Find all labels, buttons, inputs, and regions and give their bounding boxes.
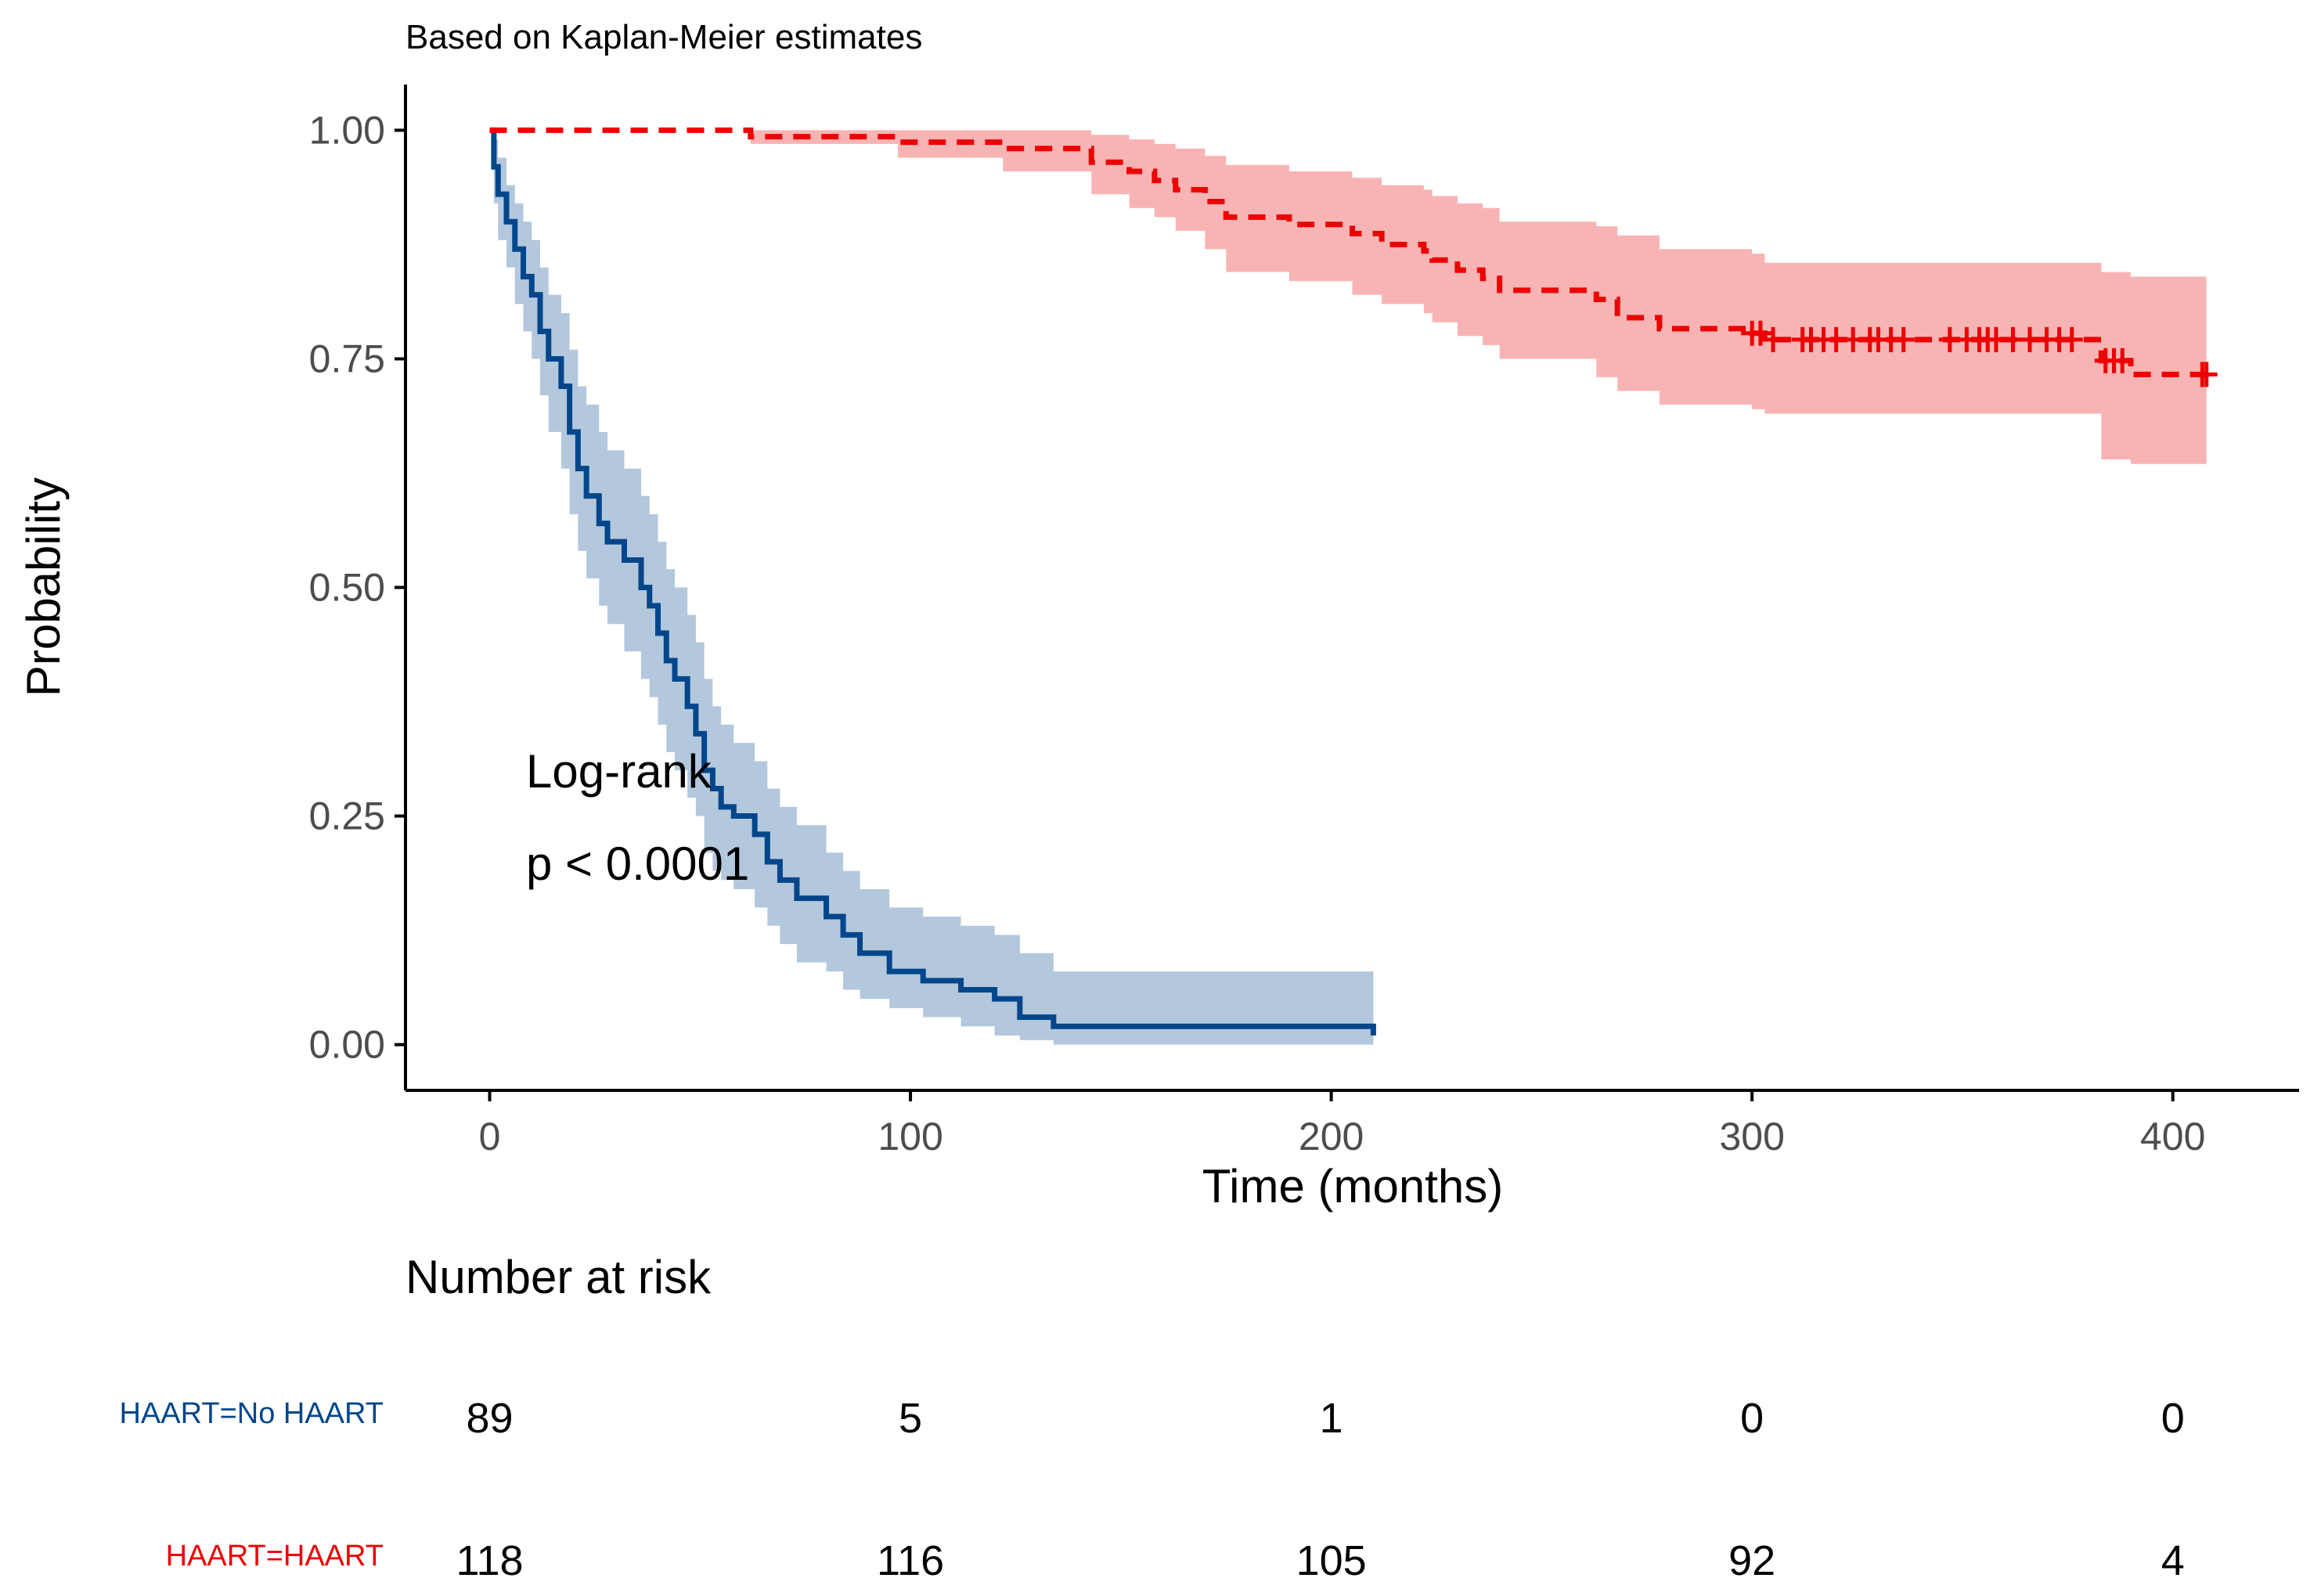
confidence-band-haart-no-haart — [489, 130, 1374, 1045]
risk-value: 1 — [1320, 1395, 1343, 1442]
censor-mark — [2060, 326, 2083, 352]
risk-value: 5 — [899, 1395, 922, 1442]
y-tick-label: 0.00 — [309, 1023, 385, 1067]
risk-value: 0 — [2161, 1395, 2185, 1442]
risk-value: 116 — [877, 1537, 944, 1584]
y-tick-label: 0.25 — [309, 794, 385, 838]
censor-mark — [2195, 362, 2218, 387]
x-tick-label: 0 — [479, 1115, 501, 1158]
confidence-band-haart-haart — [489, 130, 2207, 464]
risk-value: 0 — [1740, 1395, 1764, 1442]
logrank-label: Log-rank — [526, 745, 712, 798]
censor-mark — [1749, 320, 1771, 346]
y-tick-label: 0.50 — [309, 566, 385, 610]
censor-marks — [1741, 320, 2218, 387]
censor-mark — [1892, 326, 1915, 352]
x-tick-label: 100 — [878, 1115, 942, 1158]
risk-row-label: HAART=No HAART — [119, 1397, 384, 1430]
risk-table: HAART=No HAART 89 5 1 0 0 HAART=HAART 118 116 105… — [119, 1395, 2184, 1584]
risk-value: 105 — [1296, 1537, 1367, 1584]
x-tick-label: 400 — [2140, 1115, 2205, 1158]
survival-curve-haart-haart — [489, 127, 2207, 377]
censor-mark — [1762, 326, 1785, 352]
x-tick-label: 300 — [1719, 1115, 1784, 1158]
y-tick-label: 1.00 — [309, 108, 385, 152]
risk-value: 118 — [456, 1537, 523, 1584]
confidence-bands — [489, 130, 2207, 1045]
chart-subtitle: Based on Kaplan-Meier estimates — [405, 18, 922, 56]
survival-curve-haart-no-haart — [489, 127, 1376, 1036]
risk-table-title: Number at risk — [405, 1251, 712, 1303]
y-ticks: 0.00 0.25 0.50 0.75 1.00 — [309, 108, 405, 1067]
risk-value: 4 — [2161, 1537, 2185, 1584]
censor-mark — [2111, 348, 2134, 373]
risk-row-label: HAART=HAART — [166, 1540, 384, 1573]
p-value-label: p < 0.0001 — [526, 838, 749, 890]
y-axis-title: Probability — [17, 477, 70, 697]
x-ticks: 0 100 200 300 400 — [479, 1090, 2205, 1158]
risk-value: 92 — [1728, 1537, 1775, 1584]
risk-value: 89 — [466, 1395, 513, 1442]
y-tick-label: 0.75 — [309, 337, 385, 380]
x-tick-label: 200 — [1299, 1115, 1364, 1158]
survival-curves — [489, 127, 2207, 1036]
x-axis-title: Time (months) — [1202, 1160, 1504, 1212]
